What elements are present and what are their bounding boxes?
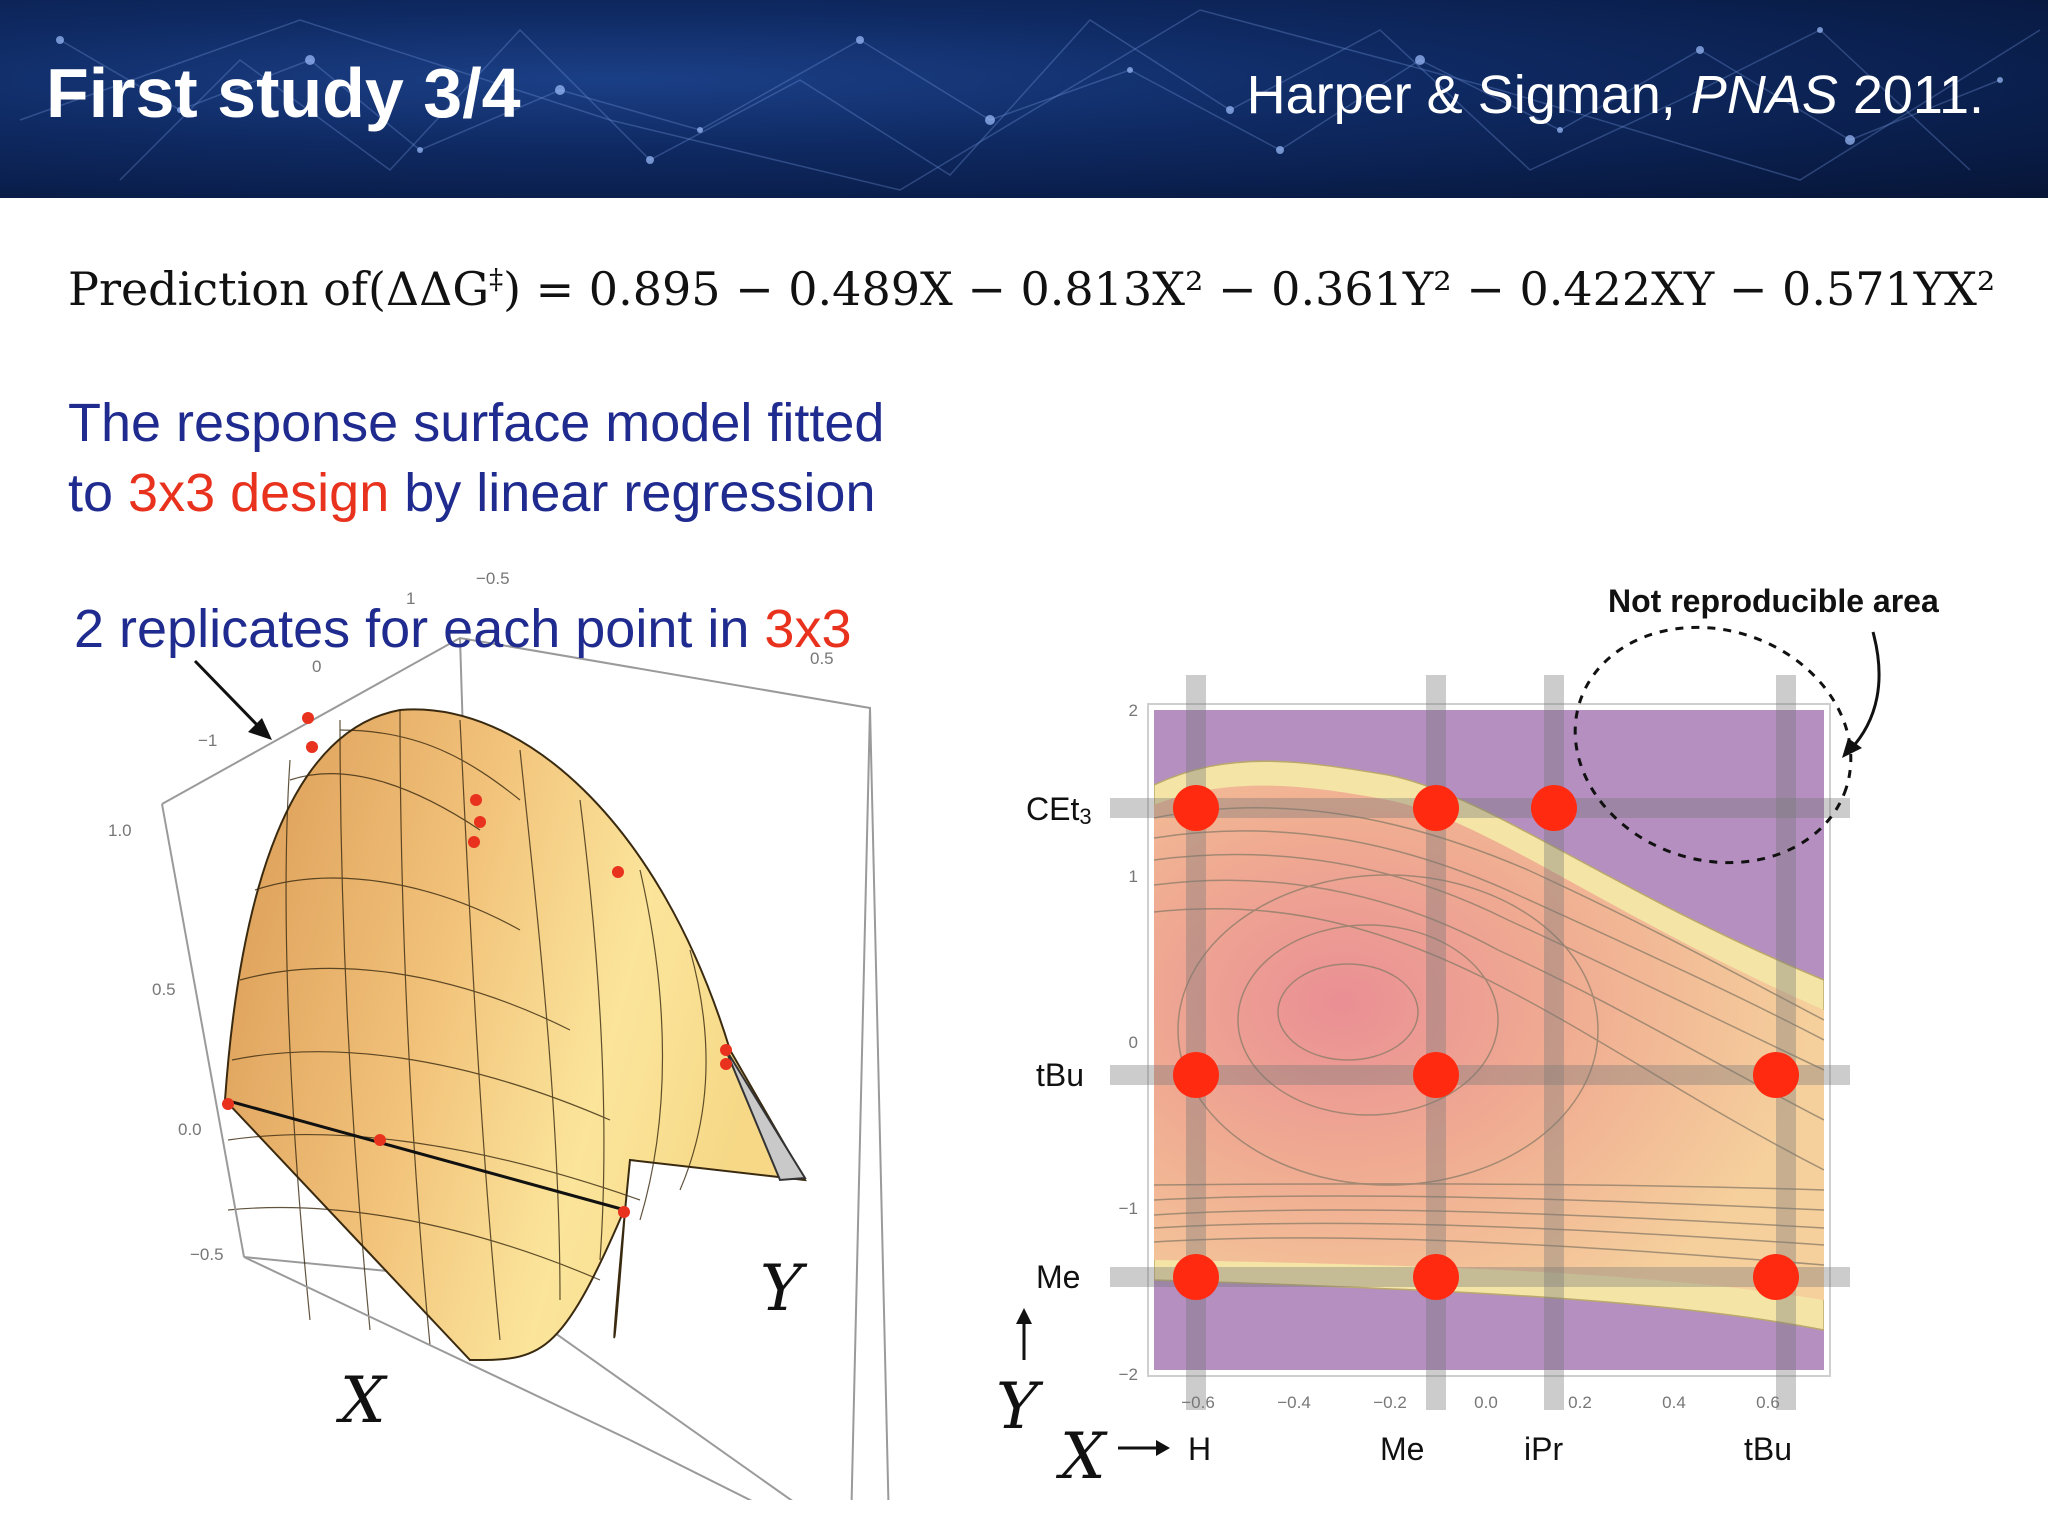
col-label-me: Me [1380,1431,1424,1467]
description-text: The response surface model fitted to 3x3… [68,388,884,528]
design-highlight: 3x3 design [128,463,390,523]
y-tick-2: 2 [1129,701,1138,720]
x-tick-0.0: 0.0 [1474,1393,1498,1412]
high-response-region [1154,785,1824,1300]
surface-data-points [222,712,732,1218]
z-tick-1: 1.0 [108,821,132,840]
x-tick-3: −1 [198,731,217,750]
contour-design-points [1173,785,1799,1300]
slide-title: First study 3/4 [46,54,521,132]
x-tick-neg0.4: −0.4 [1277,1393,1311,1412]
annotation-arrow-head [1842,738,1862,758]
surface-mesh [227,709,707,1346]
citation: Harper & Sigman, PNAS 2011. [1247,68,1984,122]
row-label-me: Me [1036,1259,1080,1295]
y-tick-0: 0 [1129,1033,1138,1052]
citation-year: 2011. [1837,65,1984,125]
replicate-arrow-head [248,718,272,740]
x-axis-arrow-head [1156,1440,1170,1456]
col-label-h: H [1188,1431,1211,1467]
design-grid [1110,675,1850,1410]
row-label-cet3: CEt3 [1026,791,1092,829]
replicates-text: 2 replicates for each point in 3x3 [74,599,852,659]
y-tick-2: 0.5 [810,649,834,668]
surface-y-label: Y [760,1252,808,1326]
design-point [1753,1254,1799,1300]
equation-rhs: ) = 0.895 − 0.489X − 0.813X² − 0.361Y² −… [503,262,1996,316]
y-tick-1: −0.5 [476,569,510,588]
y-tick-neg1: −1 [1119,1199,1138,1218]
design-point [1413,1052,1459,1098]
design-point [1173,1052,1219,1098]
y-tick-1: 1 [1129,867,1138,886]
z-tick-3: 0.0 [178,1120,202,1139]
x-tick-neg0.2: −0.2 [1373,1393,1407,1412]
design-point [1173,1254,1219,1300]
citation-authors: Harper & Sigman, [1246,65,1691,125]
equation-lhs-sup: ‡ [489,262,504,296]
not-reproducible-ellipse [1573,625,1853,865]
row-label-tbu: tBu [1036,1057,1084,1093]
x-tick-1: 1 [406,589,415,608]
col-label-ipr: iPr [1524,1431,1563,1467]
plot-frame [1147,703,1831,1377]
x-tick-2: 0 [312,657,321,676]
surface-underside [724,1047,807,1182]
design-point [1753,1052,1799,1098]
y-axis-arrow-head [1016,1308,1032,1324]
design-point [1531,785,1577,831]
design-point [1413,1254,1459,1300]
design-point [1413,785,1459,831]
contour-x-label: X [1055,1420,1108,1494]
surface-x-label: X [335,1364,388,1438]
col-label-tbu: tBu [1744,1431,1792,1467]
x-tick-0.4: 0.4 [1662,1393,1686,1412]
z-tick-2: 0.5 [152,980,176,999]
contour-lines [1154,806,1824,1266]
contour-y-label: Y [996,1370,1044,1444]
replicates-highlight: 3x3 [764,599,852,659]
description-line-1: The response surface model fitted [68,393,885,453]
citation-journal: PNAS [1690,65,1838,125]
z-tick-4: −0.5 [190,1245,224,1264]
surface-plot: 1.0 0.5 0.0 −0.5 1 0 −1 −0.5 0.5 X Y [108,569,890,1500]
not-reproducible-label: Not reproducible area [1608,583,1939,619]
y-tick-neg2: −2 [1119,1365,1138,1384]
slide-header: First study 3/4 Harper & Sigman, PNAS 20… [0,0,2048,198]
description-line-2: to 3x3 design by linear regression [68,463,876,523]
replicate-arrow [193,659,264,732]
x-tick-0.6: 0.6 [1756,1393,1780,1412]
prediction-equation: Prediction of(ΔΔG‡) = 0.895 − 0.489X − 0… [68,262,1995,316]
x-tick-neg0.6: −0.6 [1181,1393,1215,1412]
x-tick-0.2: 0.2 [1568,1393,1592,1412]
network-background [19,9,2041,191]
equation-lhs: Prediction of(ΔΔG [68,262,490,316]
design-point [1173,785,1219,831]
response-surface [223,708,807,1362]
contour-plot: 2 1 0 −1 −2 −0.6 −0.4 −0.2 0.0 0.2 0.4 0… [996,583,1939,1494]
surface-front-edge [224,1098,626,1212]
annotation-arrow [1848,631,1881,752]
